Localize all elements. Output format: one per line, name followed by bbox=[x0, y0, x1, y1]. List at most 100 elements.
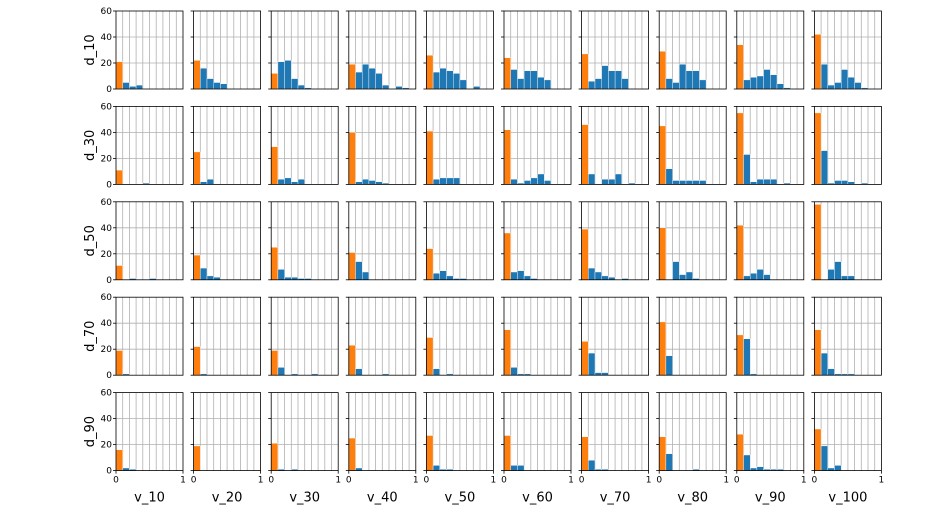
histogram-bar bbox=[743, 79, 751, 90]
histogram-bar bbox=[368, 180, 376, 185]
histogram-bar bbox=[517, 465, 525, 471]
histogram-bar bbox=[756, 178, 764, 185]
subplot-panel: 0 1 v_90 bbox=[733, 392, 807, 506]
histogram-bar-first-bin bbox=[814, 112, 822, 185]
histogram-bar bbox=[756, 466, 764, 471]
histogram-bar bbox=[206, 78, 214, 90]
histogram-bar bbox=[743, 275, 751, 280]
histogram-bar bbox=[847, 275, 855, 280]
histogram-bar bbox=[665, 355, 673, 376]
histogram-bar bbox=[834, 82, 842, 90]
histogram-bar bbox=[594, 78, 602, 90]
column-label: v_60 bbox=[522, 491, 553, 506]
histogram-bar bbox=[355, 368, 363, 376]
histogram-bar-first-bin bbox=[503, 57, 511, 90]
histogram-bar-first-bin bbox=[736, 44, 744, 90]
histogram-bar bbox=[220, 83, 228, 90]
row-label: d_50 bbox=[83, 225, 98, 256]
x-tick-label: 1 bbox=[801, 476, 807, 486]
x-tick-label: 0 bbox=[734, 476, 740, 486]
panel-frame bbox=[736, 392, 805, 472]
histogram-bar bbox=[679, 64, 687, 90]
column-label: v_20 bbox=[212, 491, 243, 506]
panel-frame bbox=[270, 201, 339, 281]
histogram-bar bbox=[601, 65, 609, 90]
panel-frame bbox=[814, 106, 882, 185]
histogram-bar bbox=[834, 465, 842, 471]
histogram-bar bbox=[544, 79, 552, 90]
subplot-panel: 0 1 v_60 bbox=[501, 392, 574, 506]
subplot-panel bbox=[113, 10, 184, 90]
x-tick-label: 0 bbox=[113, 476, 119, 486]
histogram-bar bbox=[685, 271, 693, 281]
histogram-bar bbox=[756, 75, 764, 90]
histogram-bar-first-bin bbox=[814, 34, 822, 90]
histogram-bar-first-bin bbox=[736, 334, 744, 376]
subplot-panel bbox=[345, 106, 417, 185]
panel-frame bbox=[193, 106, 262, 185]
histogram-bar bbox=[672, 261, 680, 281]
subplot-panel bbox=[423, 296, 494, 376]
histogram-bar bbox=[432, 465, 441, 471]
histogram-bar-first-bin bbox=[193, 346, 201, 376]
subplot-panel bbox=[501, 106, 572, 185]
panel-frame bbox=[425, 106, 494, 185]
histogram-bar bbox=[621, 78, 629, 90]
histogram-bar-first-bin bbox=[115, 350, 123, 376]
histogram-bar-first-bin bbox=[814, 204, 822, 280]
histogram-bar bbox=[510, 271, 518, 281]
y-tick-label: 0 bbox=[106, 180, 112, 190]
subplot-panel bbox=[268, 10, 339, 90]
histogram-bar-first-bin bbox=[503, 232, 511, 280]
histogram-bar bbox=[841, 180, 849, 185]
histogram-bar bbox=[854, 82, 862, 90]
histogram-bar-first-bin bbox=[659, 436, 667, 471]
histogram-bar bbox=[362, 178, 370, 185]
histogram-bar bbox=[375, 73, 383, 90]
histogram-bar bbox=[608, 70, 616, 90]
histogram-bar bbox=[523, 275, 531, 280]
y-tick-label: 40 bbox=[101, 128, 113, 138]
histogram-bar bbox=[588, 352, 596, 376]
panel-frame bbox=[115, 392, 184, 472]
histogram-bar bbox=[510, 178, 518, 185]
histogram-bar-first-bin bbox=[659, 321, 667, 376]
histogram-bar-first-bin bbox=[814, 428, 822, 471]
histogram-bar bbox=[743, 454, 751, 471]
panel-frame bbox=[115, 106, 184, 185]
subplot-panel bbox=[113, 201, 184, 281]
subplot-panel bbox=[733, 296, 805, 376]
panel-frame bbox=[193, 10, 262, 90]
panel-frame bbox=[348, 106, 417, 185]
y-tick-label: 40 bbox=[101, 319, 113, 329]
histogram-bar-first-bin bbox=[503, 329, 511, 376]
panel-frame bbox=[581, 106, 649, 185]
histogram-bar bbox=[679, 180, 687, 185]
histogram-bar-first-bin bbox=[348, 252, 356, 280]
y-tick-label: 20 bbox=[101, 250, 113, 260]
histogram-bar bbox=[284, 60, 292, 90]
subplot-panel bbox=[656, 201, 727, 281]
histogram-bar bbox=[614, 70, 622, 90]
histogram-bar bbox=[588, 80, 596, 90]
subplot-panel bbox=[733, 10, 805, 90]
histogram-bar bbox=[699, 180, 707, 185]
panel-frame bbox=[736, 201, 805, 281]
histogram-bar-first-bin bbox=[348, 64, 356, 90]
histogram-bar bbox=[834, 180, 842, 185]
histogram-bar bbox=[439, 67, 447, 90]
histogram-bar-first-bin bbox=[503, 435, 511, 471]
panel-frame bbox=[658, 296, 727, 376]
histogram-bar bbox=[827, 368, 835, 376]
histogram-bar-first-bin bbox=[581, 341, 589, 376]
histogram-bar-first-bin bbox=[271, 350, 279, 376]
histogram-bar-first-bin bbox=[115, 169, 123, 185]
histogram-bar bbox=[530, 70, 538, 90]
histogram-bar-first-bin bbox=[115, 265, 123, 281]
subplot-panel: 0 1 v_10 bbox=[113, 392, 186, 506]
histogram-bar-first-bin bbox=[581, 53, 589, 90]
histogram-bar bbox=[510, 69, 518, 90]
histogram-bar bbox=[446, 70, 454, 90]
subplot-panel bbox=[656, 10, 727, 90]
column-label: v_50 bbox=[445, 491, 476, 506]
